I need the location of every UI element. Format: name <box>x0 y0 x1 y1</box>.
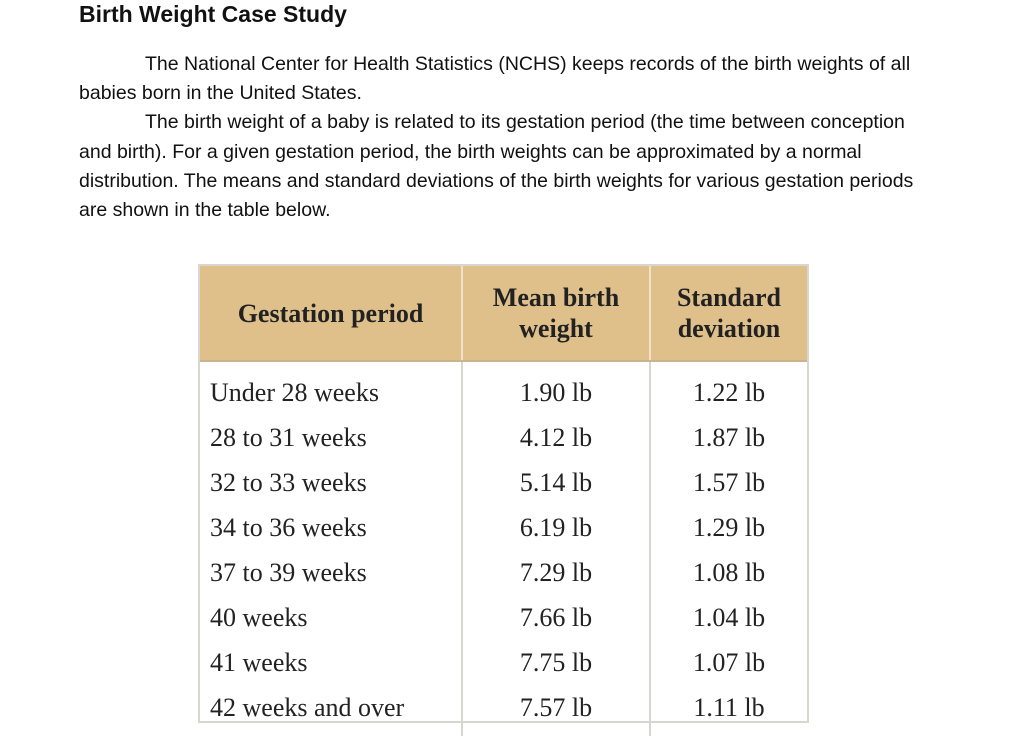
table-header-row: Gestation period Mean birth weight Stand… <box>200 266 807 362</box>
cell-sd: 1.07 lb <box>692 647 766 677</box>
cell-gestation: 42 weeks and over <box>200 685 463 736</box>
page-title: Birth Weight Case Study <box>79 1 347 27</box>
cell-sd: 1.87 lb <box>692 422 766 452</box>
table-row: 40 weeks 7.66 lb 1.04 lb <box>200 595 807 640</box>
cell-mean: 7.66 lb <box>462 595 651 640</box>
table-row: 42 weeks and over 7.57 lb 1.11 lb <box>200 685 807 736</box>
intro-paragraph-2: The birth weight of a baby is related to… <box>79 111 914 222</box>
cell-mean: 6.19 lb <box>462 505 651 550</box>
header-standard-deviation: Standard deviation <box>650 266 807 362</box>
cell-gestation: 28 to 31 weeks <box>200 415 463 460</box>
cell-sd: 1.29 lb <box>692 512 766 542</box>
cell-mean: 7.29 lb <box>462 550 651 595</box>
cell-sd: 1.08 lb <box>692 557 766 587</box>
table-row: Under 28 weeks 1.90 lb 1.22 lb <box>200 361 807 415</box>
table-row: 28 to 31 weeks 4.12 lb 1.87 lb <box>200 415 807 460</box>
cell-mean: 1.90 lb <box>462 361 651 415</box>
cell-gestation: 37 to 39 weeks <box>200 550 463 595</box>
data-table: Gestation period Mean birth weight Stand… <box>200 266 807 736</box>
header-gestation-period: Gestation period <box>200 266 463 362</box>
cell-sd: 1.11 lb <box>693 692 765 722</box>
cell-gestation: Under 28 weeks <box>200 361 463 415</box>
intro-paragraph-1: The National Center for Health Statistic… <box>79 53 911 105</box>
cell-gestation: 41 weeks <box>200 640 463 685</box>
cell-sd: 1.22 lb <box>692 377 766 407</box>
cell-gestation: 34 to 36 weeks <box>200 505 463 550</box>
table-row: 34 to 36 weeks 6.19 lb 1.29 lb <box>200 505 807 550</box>
table-row: 32 to 33 weeks 5.14 lb 1.57 lb <box>200 460 807 505</box>
cell-sd: 1.57 lb <box>692 467 766 497</box>
cell-mean: 7.57 lb <box>462 685 651 736</box>
birth-weight-table: Gestation period Mean birth weight Stand… <box>198 264 809 736</box>
cell-mean: 5.14 lb <box>462 460 651 505</box>
table-row: 41 weeks 7.75 lb 1.07 lb <box>200 640 807 685</box>
header-mean-birth-weight: Mean birth weight <box>462 266 651 362</box>
cell-gestation: 32 to 33 weeks <box>200 460 463 505</box>
cell-gestation: 40 weeks <box>200 595 463 640</box>
intro-text: The National Center for Health Statistic… <box>79 50 939 225</box>
cell-mean: 7.75 lb <box>462 640 651 685</box>
table-row: 37 to 39 weeks 7.29 lb 1.08 lb <box>200 550 807 595</box>
cell-sd: 1.04 lb <box>692 602 766 632</box>
cell-mean: 4.12 lb <box>462 415 651 460</box>
